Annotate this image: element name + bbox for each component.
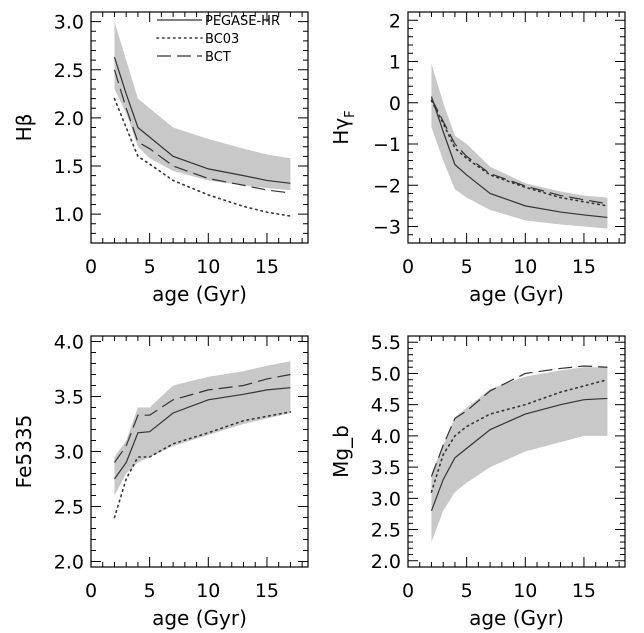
- x-tick-label: 5: [144, 256, 156, 278]
- plot-frame: [407, 335, 626, 568]
- y-tick-label: 5.0: [371, 363, 401, 385]
- y-tick-label: 4.5: [371, 395, 401, 417]
- y-axis-label: Hβ: [12, 114, 36, 142]
- series-line-bc03: [113, 411, 292, 519]
- series-line-pegase-hr: [113, 387, 291, 480]
- x-tick-label: 0: [402, 256, 414, 278]
- legend-label: BCT: [205, 50, 231, 65]
- x-tick-label: 10: [196, 256, 220, 278]
- series-line-bc03: [430, 378, 609, 493]
- x-tick-label: 10: [513, 580, 537, 602]
- x-tick-label: 5: [461, 256, 473, 278]
- y-tick-label: 4.0: [371, 426, 401, 448]
- x-tick-label: 15: [255, 580, 279, 602]
- panel-bottom-right: 0 5 10 15 2.0 2.5 3.0 3.5 4.0 4.5 5.0 5.5 age (Gyr) M…: [329, 332, 626, 630]
- y-tick-label: −2: [373, 175, 401, 197]
- series-line-bct: [430, 98, 608, 205]
- y-tick-label: 3.5: [371, 457, 401, 479]
- series-line-bct: [113, 373, 291, 463]
- panel-top-left: 0 5 10 15 1.0 1.5 2.0 2.5 3.0 age (Gyr) Hβ PEGASE-H…: [12, 11, 309, 306]
- x-tick-label: 0: [85, 256, 97, 278]
- x-axis-label: age (Gyr): [152, 606, 247, 630]
- y-tick-label: 3.0: [371, 488, 401, 510]
- y-tick-label: 3.0: [54, 12, 84, 34]
- y-tick-label: 2.5: [54, 60, 84, 82]
- panel-bottom-left: 0 5 10 15 2.0 2.5 3.0 3.5 4.0 age (Gyr) Fe5335: [12, 332, 309, 630]
- y-tick-label: −1: [373, 134, 401, 156]
- series-line-pegase-hr: [430, 397, 608, 512]
- y-tick-label: 1: [389, 52, 401, 74]
- panel-top-right: 0 5 10 15 −3 −2 −1 0 1 2 age (Gyr) HγF: [329, 10, 626, 306]
- range-band: [114, 21, 291, 191]
- y-axis-label: HγF: [329, 110, 358, 144]
- y-tick-label: 2.0: [54, 552, 84, 574]
- x-tick-label: 0: [402, 580, 414, 602]
- x-tick-label: 15: [572, 256, 596, 278]
- y-tick-label: 2.0: [371, 551, 401, 573]
- legend: PEGASE-HR BC03 BCT: [156, 14, 280, 65]
- y-tick-label: 5.5: [371, 332, 401, 354]
- y-tick-label: 2.5: [54, 497, 84, 519]
- series-line-bct: [430, 365, 608, 477]
- y-tick-label: 1.0: [54, 204, 84, 226]
- x-axis-label: age (Gyr): [469, 282, 564, 306]
- y-tick-label: 2.5: [371, 520, 401, 542]
- legend-label: BC03: [205, 32, 239, 47]
- y-tick-label: 1.5: [54, 156, 84, 178]
- x-tick-label: 0: [85, 580, 97, 602]
- series-line-bct: [113, 69, 291, 194]
- x-tick-label: 5: [144, 580, 156, 602]
- x-tick-label: 10: [513, 256, 537, 278]
- y-tick-label: 0: [389, 93, 401, 115]
- range-band: [431, 367, 608, 543]
- series-line-pegase-hr: [113, 57, 291, 184]
- x-tick-label: 15: [255, 256, 279, 278]
- y-axis-label: Fe5335: [12, 415, 36, 489]
- range-band: [114, 361, 291, 496]
- series-line-bc03: [113, 97, 292, 217]
- y-axis-label: Mg_b: [329, 425, 353, 478]
- legend-label: PEGASE-HR: [205, 14, 280, 29]
- plot-frame: [90, 11, 309, 244]
- x-tick-label: 5: [461, 580, 473, 602]
- range-band: [431, 63, 608, 229]
- y-tick-label: −3: [373, 217, 401, 239]
- y-tick-label: 2.0: [54, 108, 84, 130]
- y-tick-label: 3.0: [54, 442, 84, 464]
- series-line-bc03: [430, 99, 609, 207]
- x-axis-label: age (Gyr): [469, 606, 564, 630]
- x-tick-label: 10: [196, 580, 220, 602]
- series-line-pegase-hr: [430, 96, 608, 219]
- x-tick-label: 15: [572, 580, 596, 602]
- y-tick-label: 2: [389, 10, 401, 32]
- y-tick-label: 3.5: [54, 387, 84, 409]
- x-axis-label: age (Gyr): [152, 282, 247, 306]
- y-tick-label: 4.0: [54, 332, 84, 354]
